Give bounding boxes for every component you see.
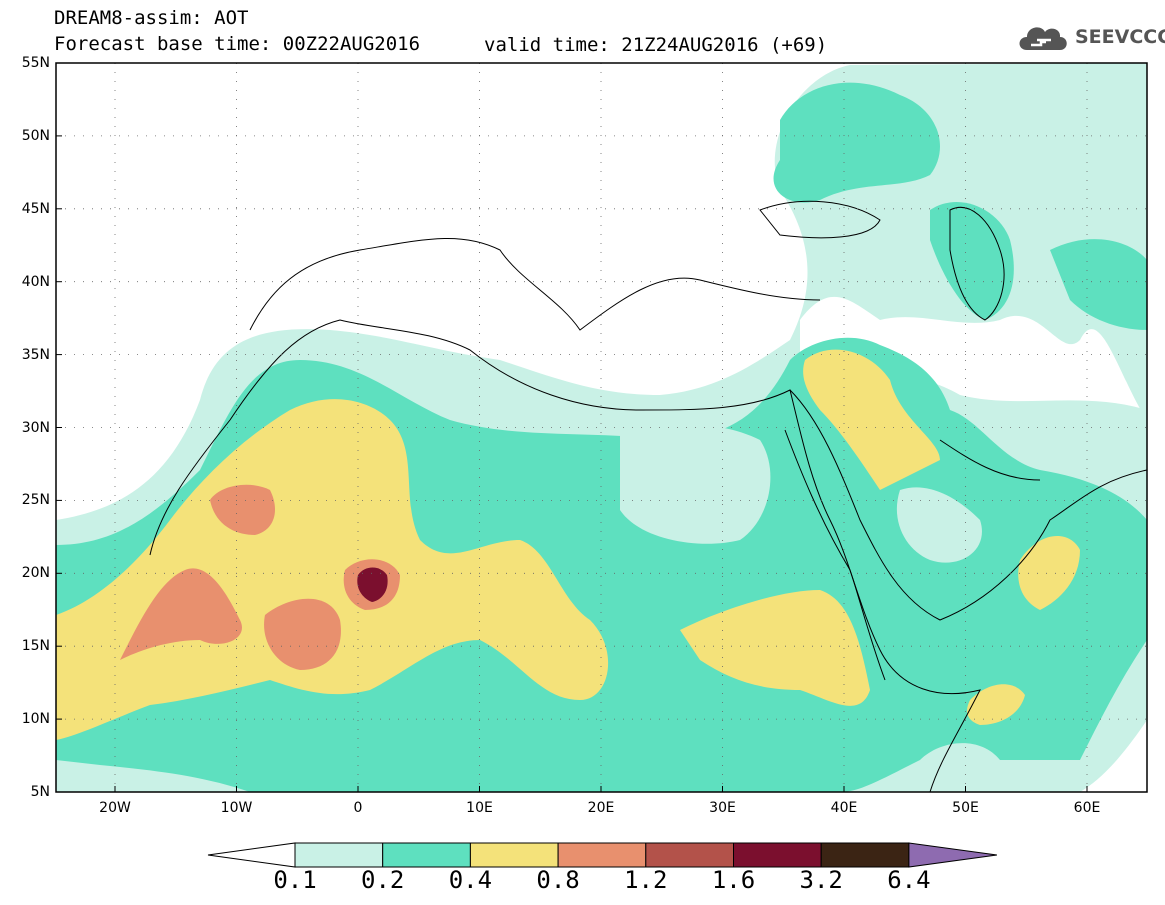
contour-clear-libya — [620, 423, 771, 544]
caspian-sea — [949, 206, 1005, 321]
contour-0.4-oman — [1018, 536, 1080, 610]
lat-label: 30N — [21, 419, 50, 436]
aot-contours — [56, 63, 1147, 792]
colorbar-segment — [645, 842, 734, 868]
contour-0.8-mali — [264, 598, 341, 670]
black-sea — [759, 200, 881, 239]
colorbar-segment — [733, 842, 822, 868]
red-sea — [784, 429, 886, 681]
contour-0.4-mideast — [803, 349, 940, 490]
contour-clear-arabia — [896, 487, 982, 563]
colorbar-label: 0.2 — [361, 866, 405, 894]
colorbar-label: 1.2 — [624, 866, 668, 894]
cloud-icon — [1019, 27, 1067, 50]
coastlines — [149, 200, 1147, 792]
lon-label: 20W — [99, 800, 131, 816]
lat-label: 20N — [21, 565, 50, 582]
europe-coast — [249, 238, 821, 331]
colorbar-under — [207, 842, 296, 868]
lat-label: 40N — [21, 273, 50, 290]
colorbar-segment — [382, 842, 471, 868]
lon-label: 0 — [353, 800, 363, 816]
africa-coast — [149, 319, 981, 792]
colorbar-segment — [820, 842, 910, 868]
colorbar-label: 0.1 — [273, 866, 317, 894]
colorbar-segment — [469, 842, 559, 868]
grid — [56, 63, 1147, 792]
lat-label: 50N — [21, 127, 50, 144]
forecast-base-time: Forecast base time: 00Z22AUG2016 — [54, 33, 421, 55]
lat-label: 35N — [21, 346, 50, 363]
lat-label: 15N — [21, 638, 50, 655]
colorbar-label: 0.8 — [536, 866, 580, 894]
map-title: DREAM8-assim: AOT — [54, 7, 249, 29]
contour-0.4-somalia — [967, 684, 1025, 725]
lat-label: 10N — [21, 711, 50, 728]
colorbar-over — [908, 842, 997, 868]
logo-text: SEEVCCC — [1075, 26, 1165, 48]
lon-label: 10E — [466, 800, 493, 816]
lon-label: 30E — [709, 800, 736, 816]
lon-label: 20E — [587, 800, 615, 816]
colorbar-label: 6.4 — [887, 866, 931, 894]
lat-label: 25N — [21, 492, 50, 509]
contour-0.4-west — [56, 399, 609, 740]
axis-ticks — [56, 62, 1088, 793]
contour-0.2-north — [773, 82, 940, 203]
colorbar-label: 3.2 — [799, 866, 843, 894]
contour-0.2-caspian — [930, 201, 1014, 320]
lon-label: 60E — [1073, 800, 1101, 816]
contour-0.4-sudan — [680, 590, 870, 706]
contour-0.2-east — [1050, 239, 1147, 330]
seevccc-logo: SEEVCCC — [1015, 20, 1165, 60]
contour-1.6-peak — [357, 567, 388, 602]
lat-label: 45N — [21, 200, 50, 217]
valid-time: valid time: 21Z24AUG2016 (+69) — [484, 34, 828, 56]
colorbar-label: 0.4 — [448, 866, 493, 894]
colorbar-label: 1.6 — [711, 866, 756, 894]
contour-0.8-mauritania — [120, 568, 242, 660]
contour-0.8-sahara — [210, 484, 275, 535]
colorbar-segment — [557, 842, 647, 868]
lat-label: 55N — [21, 55, 50, 71]
persian-gulf — [939, 439, 1041, 481]
lat-label: 5N — [30, 784, 50, 800]
arabia-coast — [789, 389, 1147, 621]
colorbar-segment — [294, 842, 384, 868]
lon-label: 10W — [220, 800, 253, 816]
lon-label: 40E — [830, 800, 858, 816]
lon-label: 50E — [952, 800, 979, 816]
